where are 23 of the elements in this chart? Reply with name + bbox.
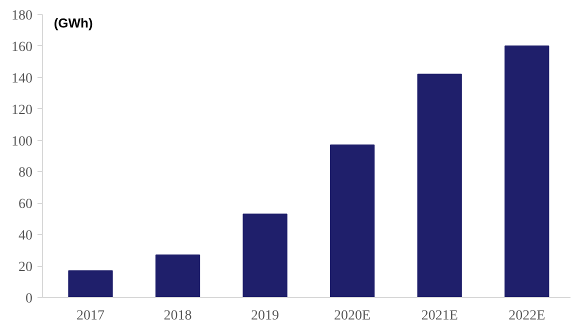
y-tick-label: 160	[12, 40, 32, 55]
y-tick-label: 40	[18, 228, 32, 244]
x-tick-label: 2022E	[508, 308, 546, 324]
bar	[155, 254, 200, 298]
y-axis-title: (GWh)	[54, 16, 93, 30]
y-tick-label: 140	[12, 71, 32, 86]
y-tick-label: 20	[18, 260, 32, 276]
y-tick-label: 100	[12, 134, 32, 150]
x-tick-label: 2018	[164, 308, 192, 324]
bar	[417, 74, 462, 298]
y-tick-label: 0	[26, 292, 32, 306]
x-tick-label: 2017	[76, 308, 104, 324]
bar	[504, 45, 550, 298]
bar	[68, 270, 113, 298]
y-tick-label: 60	[18, 197, 32, 212]
y-tick-label: 180	[12, 8, 32, 24]
x-tick-label: 2021E	[421, 308, 458, 324]
x-tick-label: 2019	[251, 308, 280, 324]
x-tick-label: 2020E	[334, 308, 371, 324]
bar	[242, 214, 288, 298]
y-tick-label: 80	[18, 166, 32, 181]
y-tick-label: 120	[12, 102, 32, 118]
bar	[330, 144, 375, 298]
